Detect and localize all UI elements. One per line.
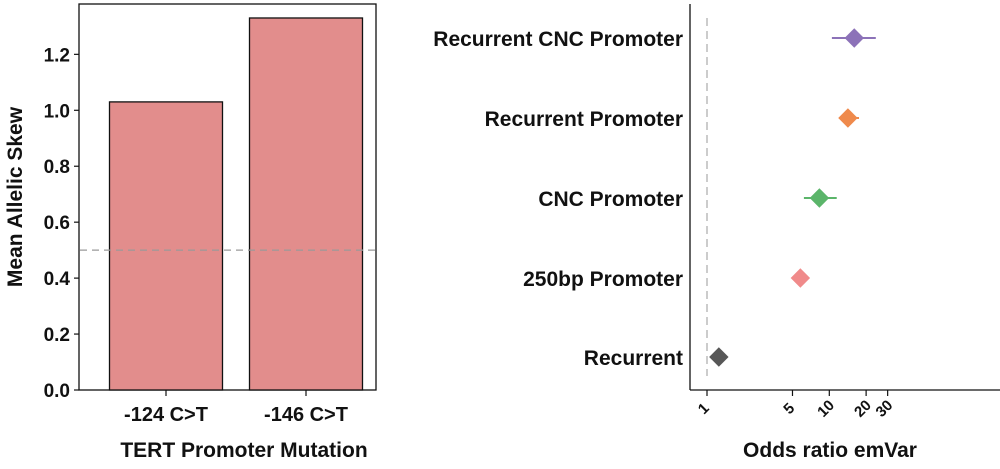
point-estimate	[790, 268, 811, 288]
category-label: Recurrent CNC Promoter	[433, 28, 683, 51]
y-axis-label: Mean Allelic Skew	[4, 106, 27, 287]
y-ticks: 0.0 0.2 0.4 0.6 0.8 1.0 1.2	[44, 45, 79, 402]
x-axis-label: TERT Promoter Mutation	[120, 439, 367, 462]
category-label: Recurrent	[584, 347, 683, 370]
bar	[248, 17, 364, 391]
category-label: Recurrent Promoter	[485, 108, 683, 131]
y-tick-label: 1.0	[44, 101, 70, 122]
x-tick-label: -124 C>T	[124, 404, 208, 426]
bar-plot-frame	[78, 3, 377, 391]
x-tick-label: 5	[780, 400, 798, 418]
y-tick-label: 0.8	[44, 157, 70, 178]
x-ticks: -124 C>T -146 C>T	[124, 390, 348, 426]
bar-chart-panel: 0.0 0.2 0.4 0.6 0.8 1.0 1.2 -124 C>T -146 C>T M…	[4, 3, 377, 462]
bar	[108, 101, 224, 391]
y-tick-label: 0.0	[44, 381, 70, 402]
bars	[108, 17, 364, 391]
category-label: CNC Promoter	[538, 188, 683, 211]
x-tick-label: 10	[814, 397, 838, 421]
point-estimate	[844, 28, 864, 48]
x-tick-label: 30	[873, 397, 897, 421]
x-axis-label: Odds ratio emVar	[743, 439, 917, 462]
y-tick-label: 0.6	[44, 213, 70, 234]
point-estimate	[809, 188, 830, 208]
forest-plot-panel: Recurrent CNC Promoter Recurrent Promoter…	[433, 4, 1000, 462]
x-tick-label: 1	[695, 400, 713, 418]
y-tick-label: 0.4	[44, 269, 71, 290]
point-estimate	[709, 347, 729, 367]
point-estimate	[838, 108, 858, 128]
x-tick-label: -146 C>T	[264, 404, 348, 426]
y-tick-label: 1.2	[44, 45, 70, 66]
category-label: 250bp Promoter	[523, 268, 683, 291]
estimates	[709, 28, 876, 367]
y-tick-label: 0.2	[44, 325, 70, 346]
category-labels: Recurrent CNC Promoter Recurrent Promoter…	[433, 28, 683, 370]
